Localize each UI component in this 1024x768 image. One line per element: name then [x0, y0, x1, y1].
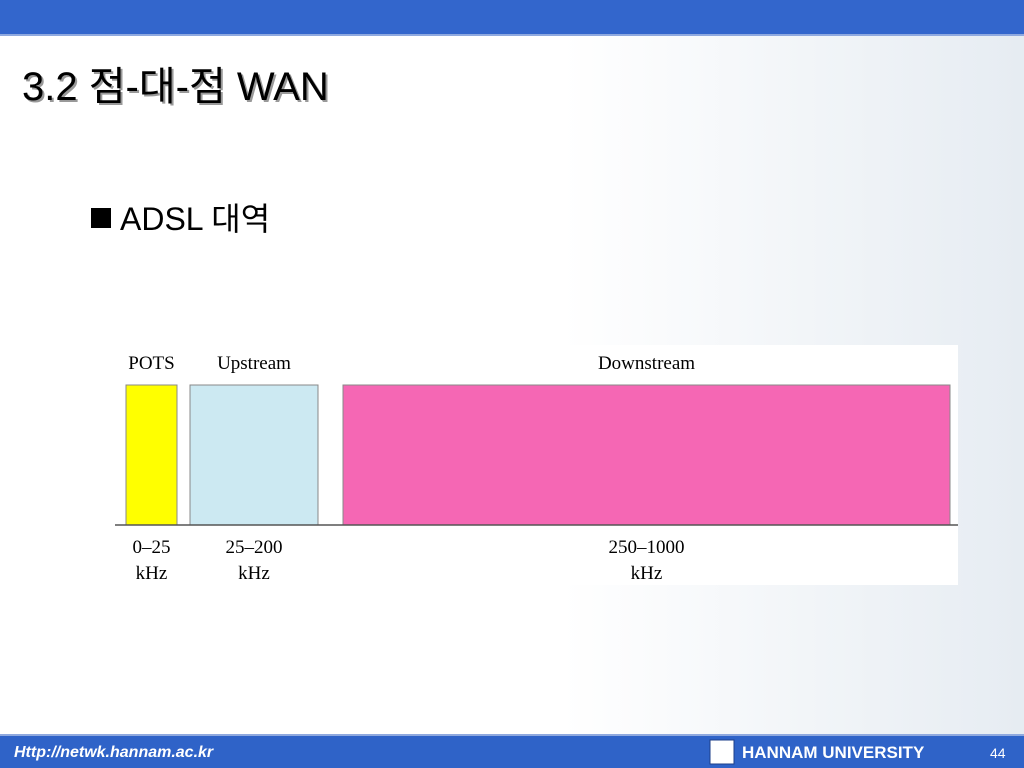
band-range: 0–25	[133, 537, 171, 558]
band-range: 25–200	[226, 537, 283, 558]
bullet-text: ADSL 대역	[120, 201, 270, 237]
footer-url: Http://netwk.hannam.ac.kr	[14, 744, 214, 761]
logo	[709, 739, 735, 765]
top-bar	[0, 0, 1024, 34]
bands: POTS 0–25 kHz Upstream 25–200 kHz Downstream 25…	[125, 353, 951, 584]
band-unit: kHz	[136, 563, 168, 584]
band-name: Upstream	[217, 353, 291, 374]
top-bar-line	[0, 34, 1024, 36]
band	[189, 384, 319, 526]
footer-university: HANNAM UNIVERSITY	[742, 743, 925, 762]
band-name: POTS	[128, 353, 174, 374]
bottom-bar	[0, 736, 1024, 768]
bullet-marker	[91, 208, 111, 228]
band-name: Downstream	[598, 353, 695, 374]
title: 3.2 점-대-점 WAN	[22, 65, 329, 109]
band-unit: kHz	[631, 563, 663, 584]
title-shadow: 3.2 점-대-점 WAN	[24, 67, 331, 111]
bottom-bar-line	[0, 734, 1024, 736]
band-range: 250–1000	[609, 537, 685, 558]
footer-page: 44	[990, 745, 1006, 761]
band-unit: kHz	[238, 563, 270, 584]
band	[125, 384, 178, 526]
band	[342, 384, 951, 526]
